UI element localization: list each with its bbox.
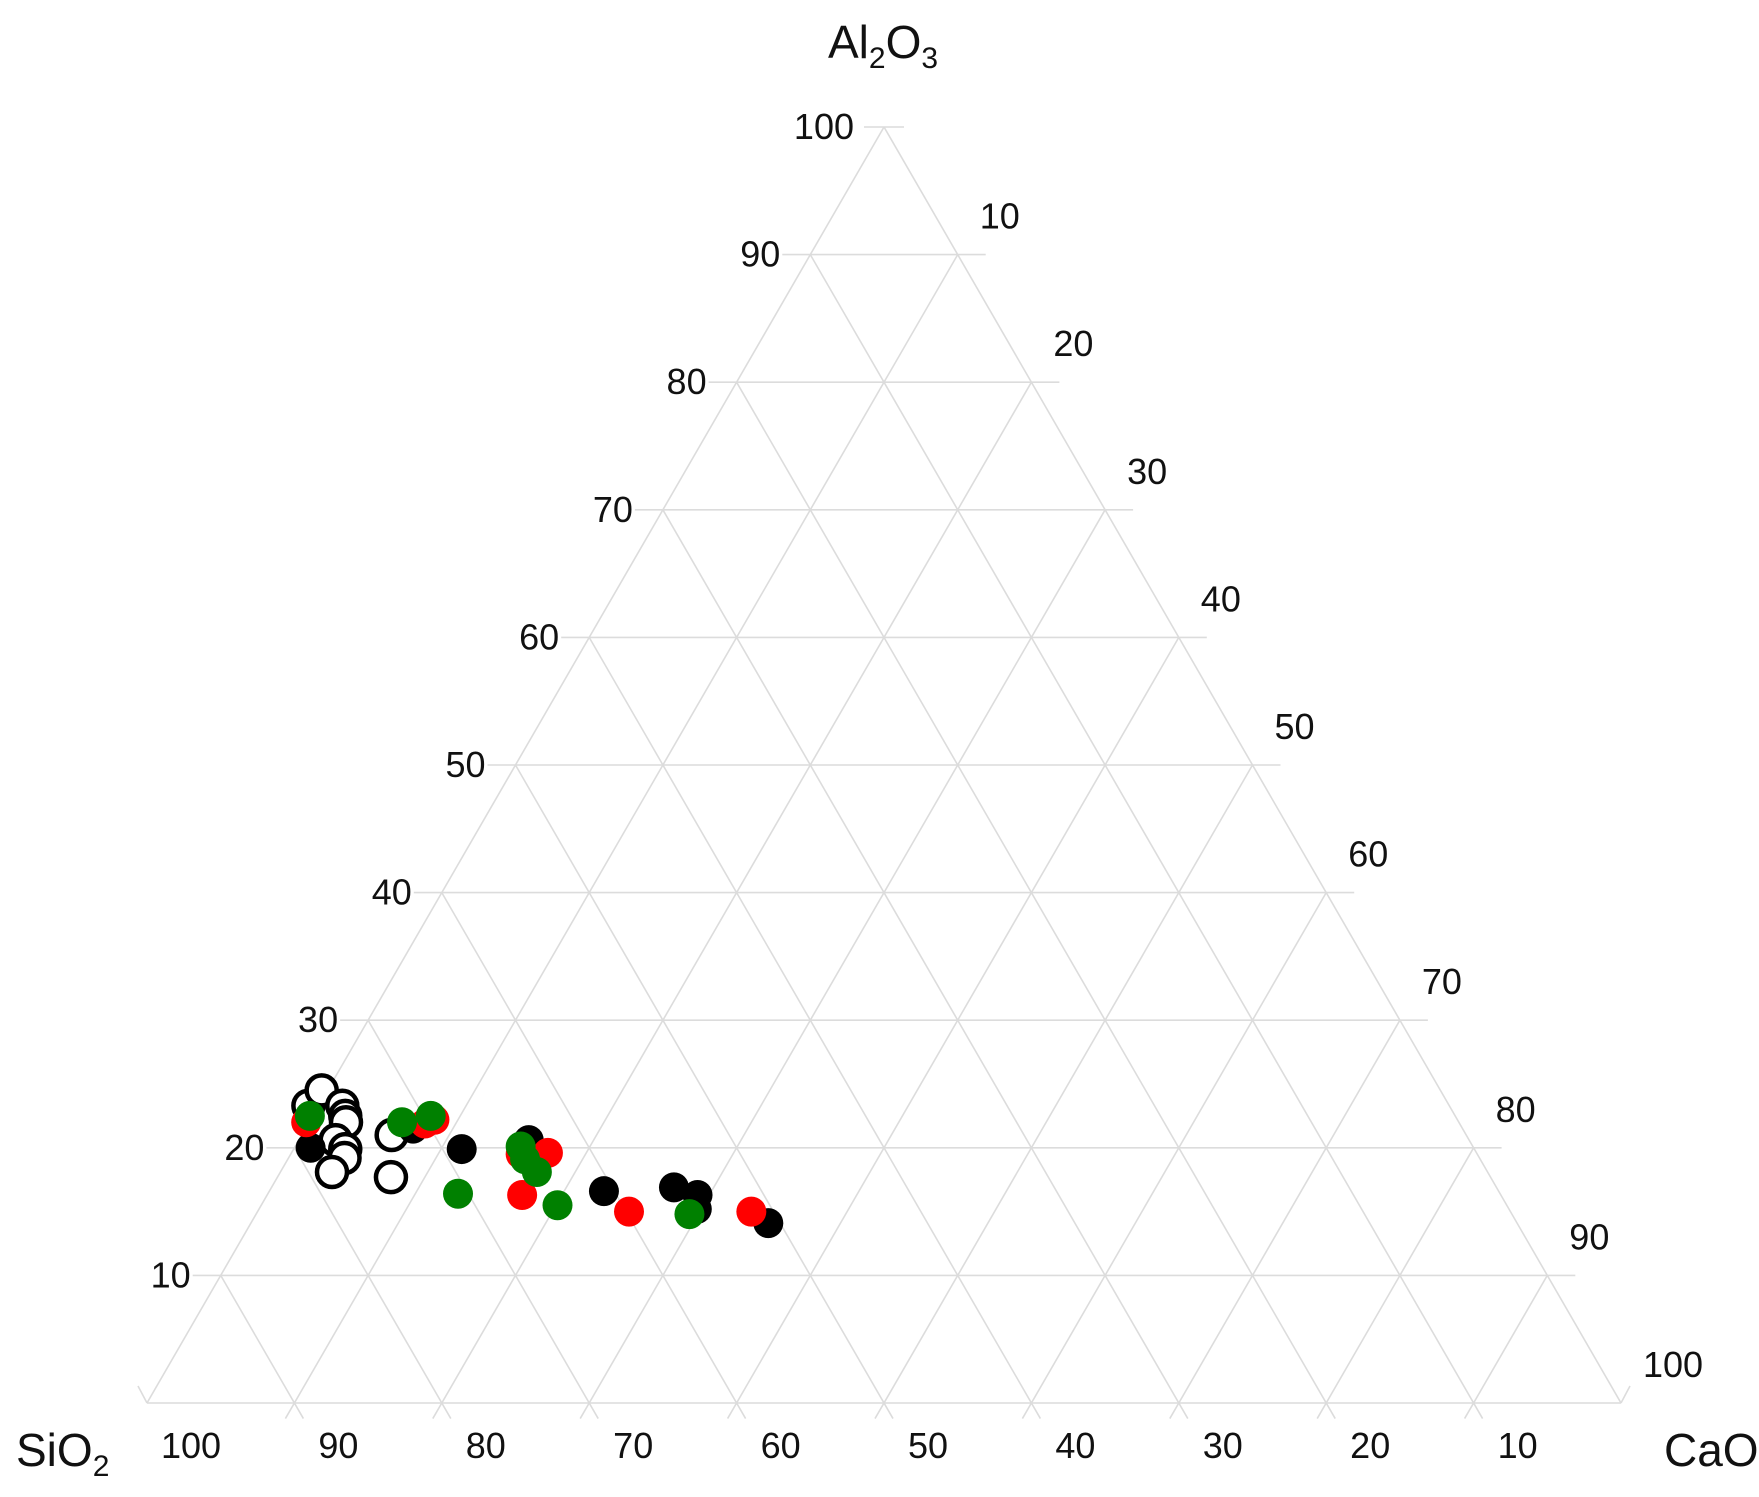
data-point-black — [295, 1132, 326, 1163]
grid-line-cao — [432, 381, 1033, 1419]
grid-line-cao — [726, 636, 1180, 1419]
tick-label-sio2: 90 — [318, 1425, 358, 1466]
tick-label-al2o3: 50 — [445, 744, 485, 785]
tick-label-al2o3: 20 — [224, 1127, 264, 1168]
tick-label-al2o3: 80 — [667, 361, 707, 402]
tick-label-cao: 50 — [1275, 706, 1315, 747]
grid-line-cao — [1316, 1147, 1475, 1419]
tick-label-al2o3: 90 — [740, 234, 780, 275]
data-point-green — [387, 1107, 418, 1138]
tick-label-sio2: 40 — [1055, 1425, 1095, 1466]
data-point-green — [674, 1199, 705, 1230]
tick-label-al2o3: 100 — [794, 106, 854, 147]
tick-label-cao: 80 — [1496, 1089, 1536, 1130]
tick-label-sio2: 10 — [1498, 1425, 1538, 1466]
tick-stub — [1620, 1385, 1631, 1404]
grid-line-sio2 — [588, 636, 1042, 1419]
tick-label-cao: 20 — [1053, 323, 1093, 364]
data-point-black — [658, 1172, 689, 1203]
tick-label-al2o3: 10 — [151, 1254, 191, 1295]
tick-label-sio2: 50 — [908, 1425, 948, 1466]
apex-label-al2o3: Al2O3 — [828, 16, 938, 75]
tick-label-sio2: 70 — [613, 1425, 653, 1466]
data-point-red — [507, 1180, 538, 1211]
tick-label-al2o3: 60 — [519, 616, 559, 657]
tick-label-cao: 70 — [1422, 961, 1462, 1002]
grid-line-sio2 — [662, 509, 1189, 1419]
data-point-hollow — [314, 1154, 350, 1190]
data-point-black — [588, 1176, 619, 1207]
grid-line-cao — [284, 254, 959, 1419]
grid-line-sio2 — [514, 764, 894, 1419]
tick-label-cao: 100 — [1643, 1344, 1703, 1385]
tick-label-cao: 40 — [1201, 578, 1241, 619]
tick-label-sio2: 60 — [761, 1425, 801, 1466]
tick-label-al2o3: 70 — [593, 489, 633, 530]
data-point-green — [294, 1100, 325, 1131]
grid-line-sio2 — [220, 1274, 305, 1419]
grid-line-cao — [1463, 1274, 1548, 1419]
data-point-red — [613, 1196, 644, 1227]
tick-stub — [137, 1385, 148, 1404]
data-point-green — [542, 1190, 573, 1221]
data-point-black — [446, 1134, 477, 1165]
grid-line-cao — [1021, 892, 1327, 1419]
apex-label-cao: CaO — [1664, 1424, 1759, 1476]
grid-line-sio2 — [293, 1147, 452, 1419]
grid-line-cao — [874, 764, 1254, 1419]
grid-line-sio2 — [809, 254, 1484, 1419]
tick-label-al2o3: 30 — [298, 999, 338, 1040]
tick-label-cao: 30 — [1127, 451, 1167, 492]
data-point-green — [443, 1178, 474, 1209]
grid-line-cao — [579, 509, 1106, 1419]
data-points — [291, 1073, 784, 1239]
tick-label-sio2: 30 — [1203, 1425, 1243, 1466]
grid-lines — [137, 126, 1631, 1419]
tick-label-sio2: 20 — [1350, 1425, 1390, 1466]
grid-line-sio2 — [367, 1019, 599, 1419]
tick-label-sio2: 100 — [161, 1425, 221, 1466]
data-point-green — [521, 1157, 552, 1188]
tick-label-cao: 90 — [1569, 1216, 1609, 1257]
apex-label-sio2: SiO2 — [16, 1424, 109, 1483]
grid-line-sio2 — [735, 381, 1336, 1419]
tick-label-cao: 10 — [980, 196, 1020, 237]
tick-label-sio2: 80 — [466, 1425, 506, 1466]
tick-label-al2o3: 40 — [372, 872, 412, 913]
tick-label-cao: 60 — [1348, 834, 1388, 875]
grid-line-cao — [1169, 1019, 1401, 1419]
data-point-green — [415, 1100, 446, 1131]
data-point-hollow — [373, 1159, 409, 1195]
grid-line-sio2 — [441, 892, 747, 1419]
tick-labels: 10 20 30 40 50 60 70 80 90 100 10 20 30 40 50 60 70 80 90 1… — [151, 106, 1703, 1466]
data-point-red — [736, 1196, 767, 1227]
